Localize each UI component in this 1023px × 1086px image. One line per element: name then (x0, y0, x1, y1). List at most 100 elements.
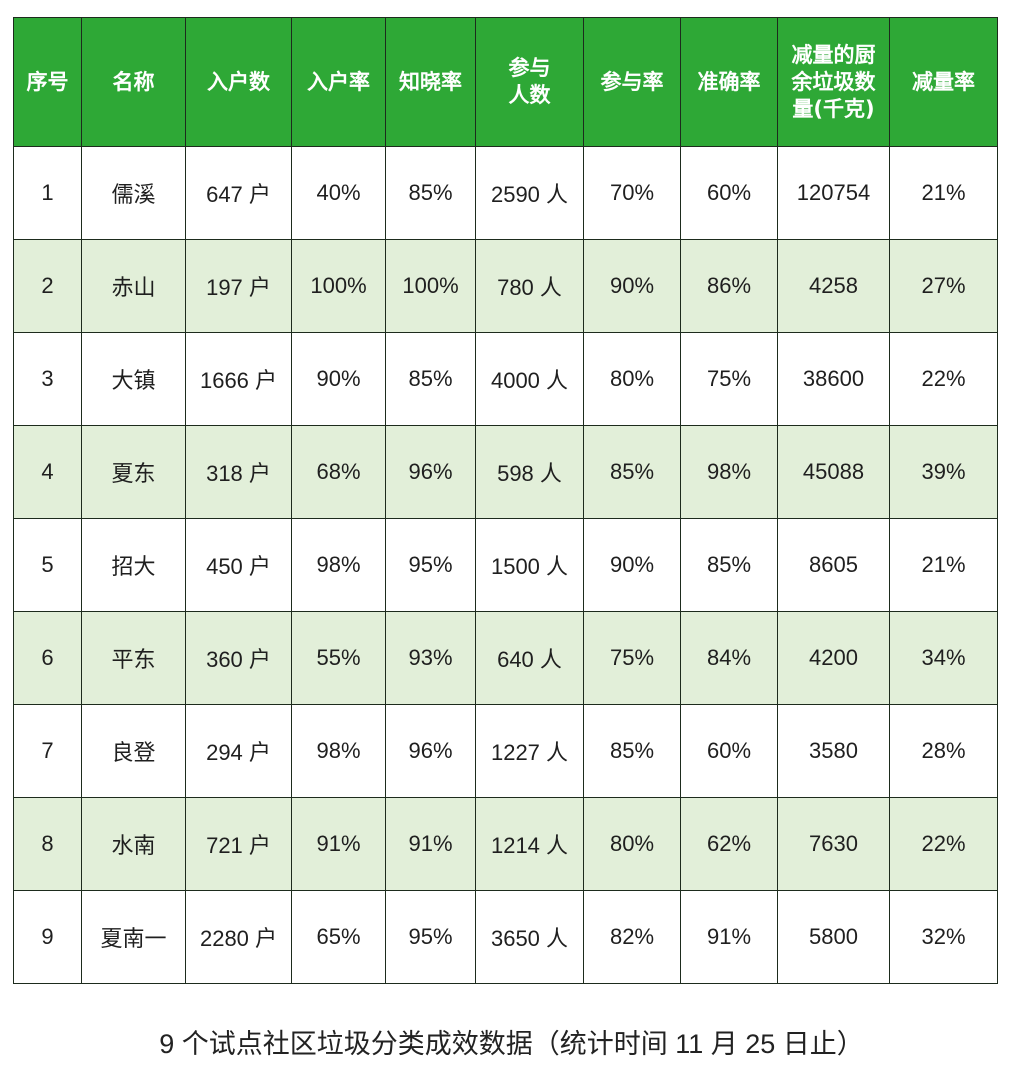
table-row: 5 招大 450 户 98% 95% 1500 人 90% 85% 8605 21% (13, 518, 998, 612)
table-cell: 27% (889, 239, 998, 333)
table-cell: 22% (889, 332, 998, 426)
table-cell: 6 (13, 611, 82, 705)
table-cell: 100% (385, 239, 476, 333)
column-header: 序号 (13, 17, 82, 147)
table-cell: 85% (583, 425, 681, 519)
table-cell: 7630 (777, 797, 890, 891)
table-cell: 5800 (777, 890, 890, 984)
column-header-line: 减量率 (912, 69, 975, 94)
table-cell: 2590 人 (475, 146, 584, 240)
table-cell: 4258 (777, 239, 890, 333)
table-cell: 60% (680, 146, 778, 240)
table-cell: 赤山 (81, 239, 186, 333)
table-cell: 招大 (81, 518, 186, 612)
table-cell: 65% (291, 890, 386, 984)
table-row: 1 儒溪 647 户 40% 85% 2590 人 70% 60% 120754 21% (13, 146, 998, 240)
table-cell: 318 户 (185, 425, 292, 519)
table-cell: 1214 人 (475, 797, 584, 891)
column-header-line: 量(千克) (792, 96, 875, 121)
table-cell: 85% (385, 146, 476, 240)
table-cell: 1227 人 (475, 704, 584, 798)
column-header-line: 序号 (26, 69, 69, 94)
table-cell: 平东 (81, 611, 186, 705)
table-cell: 90% (291, 332, 386, 426)
column-header: 入户数 (185, 17, 292, 147)
table-cell: 96% (385, 425, 476, 519)
table-cell: 良登 (81, 704, 186, 798)
table-cell: 86% (680, 239, 778, 333)
table-row: 9 夏南一 2280 户 65% 95% 3650 人 82% 91% 5800 32% (13, 890, 998, 984)
table-cell: 8605 (777, 518, 890, 612)
table-cell: 62% (680, 797, 778, 891)
column-header-line: 人数 (508, 83, 551, 107)
table-cell: 82% (583, 890, 681, 984)
table-cell: 4 (13, 425, 82, 519)
table-cell: 360 户 (185, 611, 292, 705)
column-header: 减量率 (889, 17, 998, 147)
column-header: 知晓率 (385, 17, 476, 147)
table-cell: 9 (13, 890, 82, 984)
table-cell: 80% (583, 797, 681, 891)
table-row: 2 赤山 197 户 100% 100% 780 人 90% 86% 4258 27% (13, 239, 998, 333)
table-cell: 721 户 (185, 797, 292, 891)
table-cell: 98% (291, 518, 386, 612)
table-cell: 98% (291, 704, 386, 798)
table-cell: 96% (385, 704, 476, 798)
table-cell: 夏南一 (81, 890, 186, 984)
table-cell: 85% (680, 518, 778, 612)
table-cell: 21% (889, 518, 998, 612)
table-cell: 75% (583, 611, 681, 705)
table-cell: 84% (680, 611, 778, 705)
data-table-container: 序号 名称 入户数 入户率 知晓率 参与 人数 参与率 准确率 减量的厨 余垃圾数 量(千克) 减量率 … (13, 17, 998, 984)
table-row: 8 水南 721 户 91% 91% 1214 人 80% 62% 7630 22% (13, 797, 998, 891)
table-cell: 60% (680, 704, 778, 798)
table-cell: 4200 (777, 611, 890, 705)
table-cell: 90% (583, 239, 681, 333)
table-cell: 598 人 (475, 425, 584, 519)
column-header-line: 参与率 (600, 69, 664, 94)
column-header-line: 入户率 (307, 69, 370, 94)
table-cell: 55% (291, 611, 386, 705)
table-cell: 647 户 (185, 146, 292, 240)
table-cell: 3 (13, 332, 82, 426)
table-cell: 98% (680, 425, 778, 519)
column-header: 减量的厨 余垃圾数 量(千克) (777, 17, 890, 147)
table-cell: 22% (889, 797, 998, 891)
column-header-line: 入户数 (207, 69, 270, 94)
table-cell: 1666 户 (185, 332, 292, 426)
table-cell: 夏东 (81, 425, 186, 519)
table-cell: 7 (13, 704, 82, 798)
table-body: 1 儒溪 647 户 40% 85% 2590 人 70% 60% 120754 21% 2 赤山 19… (13, 146, 998, 984)
column-header-line: 名称 (112, 69, 155, 94)
column-header-line: 余垃圾数 (791, 69, 876, 94)
table-cell: 95% (385, 518, 476, 612)
table-header-row: 序号 名称 入户数 入户率 知晓率 参与 人数 参与率 准确率 减量的厨 余垃圾数 量(千克) 减量率 (13, 17, 998, 147)
table-cell: 大镇 (81, 332, 186, 426)
column-header: 参与 人数 (475, 17, 584, 147)
table-cell: 780 人 (475, 239, 584, 333)
table-cell: 68% (291, 425, 386, 519)
table-row: 7 良登 294 户 98% 96% 1227 人 85% 60% 3580 28% (13, 704, 998, 798)
table-cell: 21% (889, 146, 998, 240)
data-table: 序号 名称 入户数 入户率 知晓率 参与 人数 参与率 准确率 减量的厨 余垃圾数 量(千克) 减量率 … (13, 17, 998, 984)
table-cell: 1 (13, 146, 82, 240)
column-header-line: 减量的厨 (791, 42, 876, 67)
table-cell: 儒溪 (81, 146, 186, 240)
table-cell: 197 户 (185, 239, 292, 333)
column-header-line: 知晓率 (399, 69, 462, 94)
table-row: 4 夏东 318 户 68% 96% 598 人 85% 98% 45088 39% (13, 425, 998, 519)
table-cell: 3580 (777, 704, 890, 798)
table-cell: 水南 (81, 797, 186, 891)
table-cell: 91% (385, 797, 476, 891)
table-cell: 640 人 (475, 611, 584, 705)
table-cell: 5 (13, 518, 82, 612)
column-header: 名称 (81, 17, 186, 147)
table-cell: 1500 人 (475, 518, 584, 612)
table-cell: 120754 (777, 146, 890, 240)
table-cell: 2 (13, 239, 82, 333)
table-cell: 8 (13, 797, 82, 891)
table-cell: 70% (583, 146, 681, 240)
table-cell: 93% (385, 611, 476, 705)
table-row: 6 平东 360 户 55% 93% 640 人 75% 84% 4200 34% (13, 611, 998, 705)
table-cell: 32% (889, 890, 998, 984)
